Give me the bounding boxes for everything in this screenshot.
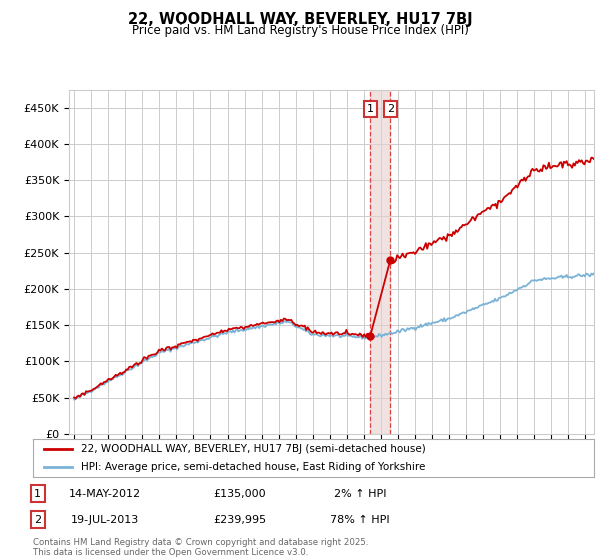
Text: 22, WOODHALL WAY, BEVERLEY, HU17 7BJ: 22, WOODHALL WAY, BEVERLEY, HU17 7BJ <box>128 12 472 27</box>
Text: £135,000: £135,000 <box>214 489 266 499</box>
Text: 2: 2 <box>34 515 41 525</box>
Text: 22, WOODHALL WAY, BEVERLEY, HU17 7BJ (semi-detached house): 22, WOODHALL WAY, BEVERLEY, HU17 7BJ (se… <box>80 444 425 454</box>
Text: 1: 1 <box>34 489 41 499</box>
Bar <box>370 90 391 434</box>
Text: Contains HM Land Registry data © Crown copyright and database right 2025.
This d: Contains HM Land Registry data © Crown c… <box>33 538 368 557</box>
Text: 19-JUL-2013: 19-JUL-2013 <box>71 515 139 525</box>
Text: £239,995: £239,995 <box>214 515 266 525</box>
Text: 1: 1 <box>367 104 374 114</box>
Text: Price paid vs. HM Land Registry's House Price Index (HPI): Price paid vs. HM Land Registry's House … <box>131 24 469 36</box>
Text: 2% ↑ HPI: 2% ↑ HPI <box>334 489 386 499</box>
Text: 14-MAY-2012: 14-MAY-2012 <box>69 489 141 499</box>
Text: 78% ↑ HPI: 78% ↑ HPI <box>330 515 390 525</box>
Text: HPI: Average price, semi-detached house, East Riding of Yorkshire: HPI: Average price, semi-detached house,… <box>80 462 425 472</box>
Text: 2: 2 <box>387 104 394 114</box>
